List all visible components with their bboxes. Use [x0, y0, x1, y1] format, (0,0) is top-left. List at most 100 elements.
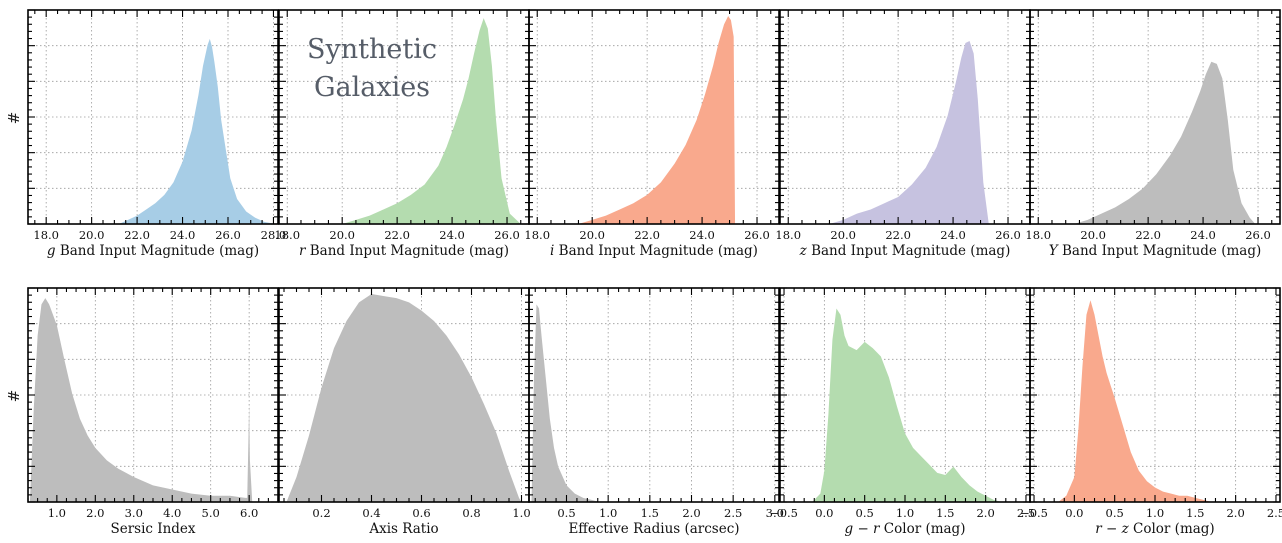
x-axis-label-symbol: Y [1049, 243, 1062, 259]
x-tick-label: 2.0 [1226, 506, 1244, 520]
x-axis-label-text: Effective Radius (arcsec) [568, 521, 739, 537]
x-axis-label-text: Band Input Magnitude (mag) [60, 243, 259, 259]
panel-10: −0.5 0.0 0.5 1.0 1.5 2.0 2.5 r − z Color (mag) [1020, 287, 1282, 537]
histogram-area [1058, 300, 1212, 502]
x-axis-label: g Band Input Magnitude (mag) [47, 243, 259, 259]
x-tick-label: 24.0 [170, 228, 196, 242]
x-tick-label: 26.0 [1245, 228, 1271, 242]
x-tick-label: 20.0 [329, 228, 355, 242]
x-tick-label: 2.5 [724, 506, 742, 520]
annotation-galaxies: Galaxies [314, 72, 430, 103]
panel-5: 18.0 20.0 22.0 24.0 26.0Y Band Input Magnitu… [1025, 9, 1281, 259]
axes-frame [27, 9, 279, 225]
x-tick-label: 2.5 [1017, 506, 1035, 520]
x-tick-label: 22.0 [634, 228, 660, 242]
x-tick-label: 3.0 [125, 506, 143, 520]
x-axis-label-text: Band Input Magnitude (mag) [310, 243, 509, 259]
histogram-area [29, 298, 257, 502]
x-tick-label: 0.0 [815, 506, 833, 520]
x-tick-label: 18.0 [33, 228, 59, 242]
x-tick-label: 2.0 [682, 506, 700, 520]
axes-frame [528, 9, 780, 225]
histogram-area [812, 308, 1002, 502]
x-axis-label-text: Band Input Magnitude (mag) [1062, 243, 1261, 259]
x-tick-label: 26.0 [215, 228, 241, 242]
x-tick-label: 1.0 [1146, 506, 1164, 520]
x-axis-label: Axis Ratio [368, 521, 438, 537]
x-tick-label: 0.0 [1065, 506, 1083, 520]
x-tick-label: 20.0 [579, 228, 605, 242]
x-tick-label: 1.5 [936, 506, 954, 520]
top-row-y-axis-label: # [5, 112, 23, 125]
x-tick-label: 6.0 [240, 506, 258, 520]
x-axis-label: r Band Input Magnitude (mag) [299, 243, 509, 259]
x-axis-label: Sersic Index [110, 521, 195, 537]
bottom-row-y-axis-label: # [5, 390, 23, 403]
x-tick-label: 20.0 [79, 228, 105, 242]
x-axis-label-text: Axis Ratio [368, 521, 438, 537]
panel-1: 18.0 20.0 22.0 24.0 26.0 28.0g Band Input Mag… [27, 9, 286, 259]
x-axis-label-symbol: g [47, 243, 60, 259]
x-tick-label: 5.0 [202, 506, 220, 520]
x-tick-label: 20.0 [830, 228, 856, 242]
x-tick-label: 1.0 [48, 506, 66, 520]
x-tick-label: 18.0 [775, 228, 801, 242]
x-axis-label-symbol: i [550, 243, 559, 259]
x-axis-label-text: Band Input Magnitude (mag) [559, 243, 758, 259]
panel-7: 0.2 0.4 0.6 0.8 1.0 Axis Ratio [278, 287, 531, 537]
x-tick-label: 2.5 [1267, 506, 1282, 520]
x-tick-label: 0.2 [312, 506, 330, 520]
axes-frame [1029, 287, 1281, 503]
axes-frame [528, 287, 780, 503]
x-axis-label: i Band Input Magnitude (mag) [550, 243, 758, 259]
x-tick-label: 24.0 [689, 228, 715, 242]
axes-frame [27, 287, 279, 503]
x-tick-label: 22.0 [1135, 228, 1161, 242]
x-tick-label: 26.0 [995, 228, 1021, 242]
x-tick-label: 0.5 [557, 506, 575, 520]
x-tick-label: 1.5 [641, 506, 659, 520]
x-axis-label: z Band Input Magnitude (mag) [799, 243, 1011, 259]
x-tick-label: 22.0 [384, 228, 410, 242]
axes-frame [1029, 9, 1281, 225]
x-axis-label-symbol: z [799, 243, 811, 259]
x-axis-label: Effective Radius (arcsec) [568, 521, 739, 537]
histogram-area [1073, 61, 1256, 225]
x-tick-label: 24.0 [439, 228, 465, 242]
x-tick-label: 2.0 [976, 506, 994, 520]
x-tick-label: 2.0 [86, 506, 104, 520]
x-tick-label: 0.8 [462, 506, 480, 520]
x-tick-label: 22.0 [124, 228, 150, 242]
x-tick-label: 3.0 [766, 506, 784, 520]
x-axis-label-symbol: r [299, 243, 310, 259]
x-axis-label-symbol: g − r [845, 521, 884, 537]
x-axis-label-text: Sersic Index [110, 521, 195, 537]
x-tick-label: 18.0 [524, 228, 550, 242]
histogram-area [342, 18, 521, 224]
x-tick-label: 18.0 [1025, 228, 1051, 242]
histogram-area [578, 16, 736, 224]
x-tick-label: 24.0 [1190, 228, 1216, 242]
x-axis-label: g − r Color (mag) [845, 521, 966, 537]
x-axis-label: Y Band Input Magnitude (mag) [1049, 243, 1262, 259]
x-axis-label-text: Band Input Magnitude (mag) [811, 243, 1010, 259]
x-tick-label: 0.5 [856, 506, 874, 520]
x-tick-label: −0.5 [1020, 506, 1048, 520]
x-axis-label-symbol: r − z [1095, 521, 1133, 537]
x-axis-label-text: Color (mag) [1133, 521, 1215, 537]
x-tick-label: 1.0 [599, 506, 617, 520]
x-tick-label: 22.0 [885, 228, 911, 242]
x-tick-label: 4.0 [163, 506, 181, 520]
histogram-area [829, 40, 989, 225]
x-tick-label: 0.6 [412, 506, 430, 520]
x-tick-label: 1.5 [1186, 506, 1204, 520]
histogram-area [286, 294, 522, 502]
x-axis-label-text: Color (mag) [884, 521, 966, 537]
x-tick-label: 20.0 [1080, 228, 1106, 242]
panel-9: −0.5 0.0 0.5 1.0 1.5 2.0 2.5 g − r Color (mag) [770, 287, 1035, 537]
x-tick-label: −0.5 [770, 506, 798, 520]
histogram-area [531, 304, 609, 502]
x-tick-label: 26.0 [494, 228, 520, 242]
x-tick-label: 0.5 [1106, 506, 1124, 520]
